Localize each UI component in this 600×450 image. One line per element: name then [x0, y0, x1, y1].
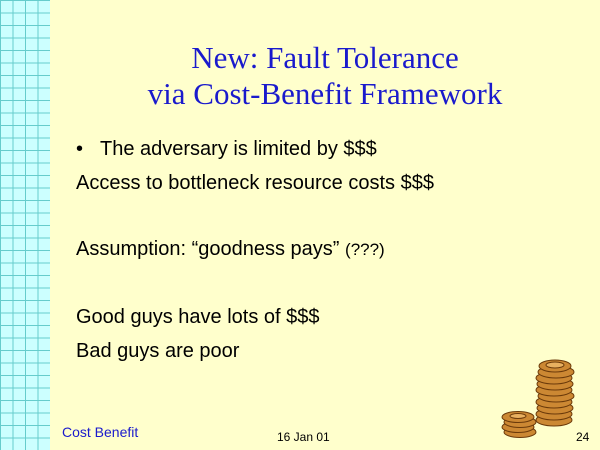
body-line-4: Good guys have lots of $$$: [76, 306, 320, 328]
footer-date: 16 Jan 01: [277, 430, 330, 444]
body-line-3: Assumption: “goodness pays” (???): [76, 237, 385, 262]
coin-stack-icon: [501, 359, 575, 438]
assumption-paren: (???): [345, 240, 385, 259]
bullet-text: The adversary is limited by $$$: [100, 138, 377, 160]
title-line-2: via Cost-Benefit Framework: [147, 76, 503, 111]
footer-label: Cost Benefit: [62, 424, 139, 440]
page-number: 24: [576, 430, 590, 444]
body-line-2: Access to bottleneck resource costs $$$: [76, 172, 434, 194]
grid-decoration: [0, 0, 50, 450]
bullet-line: • The adversary is limited by $$$: [76, 137, 377, 161]
slide-title: New: Fault Tolerance via Cost-Benefit Fr…: [50, 40, 600, 112]
bullet-symbol: •: [76, 138, 84, 160]
assumption-text: Assumption: “goodness pays”: [76, 238, 346, 260]
title-line-1: New: Fault Tolerance: [191, 40, 459, 75]
body-line-5: Bad guys are poor: [76, 340, 240, 362]
